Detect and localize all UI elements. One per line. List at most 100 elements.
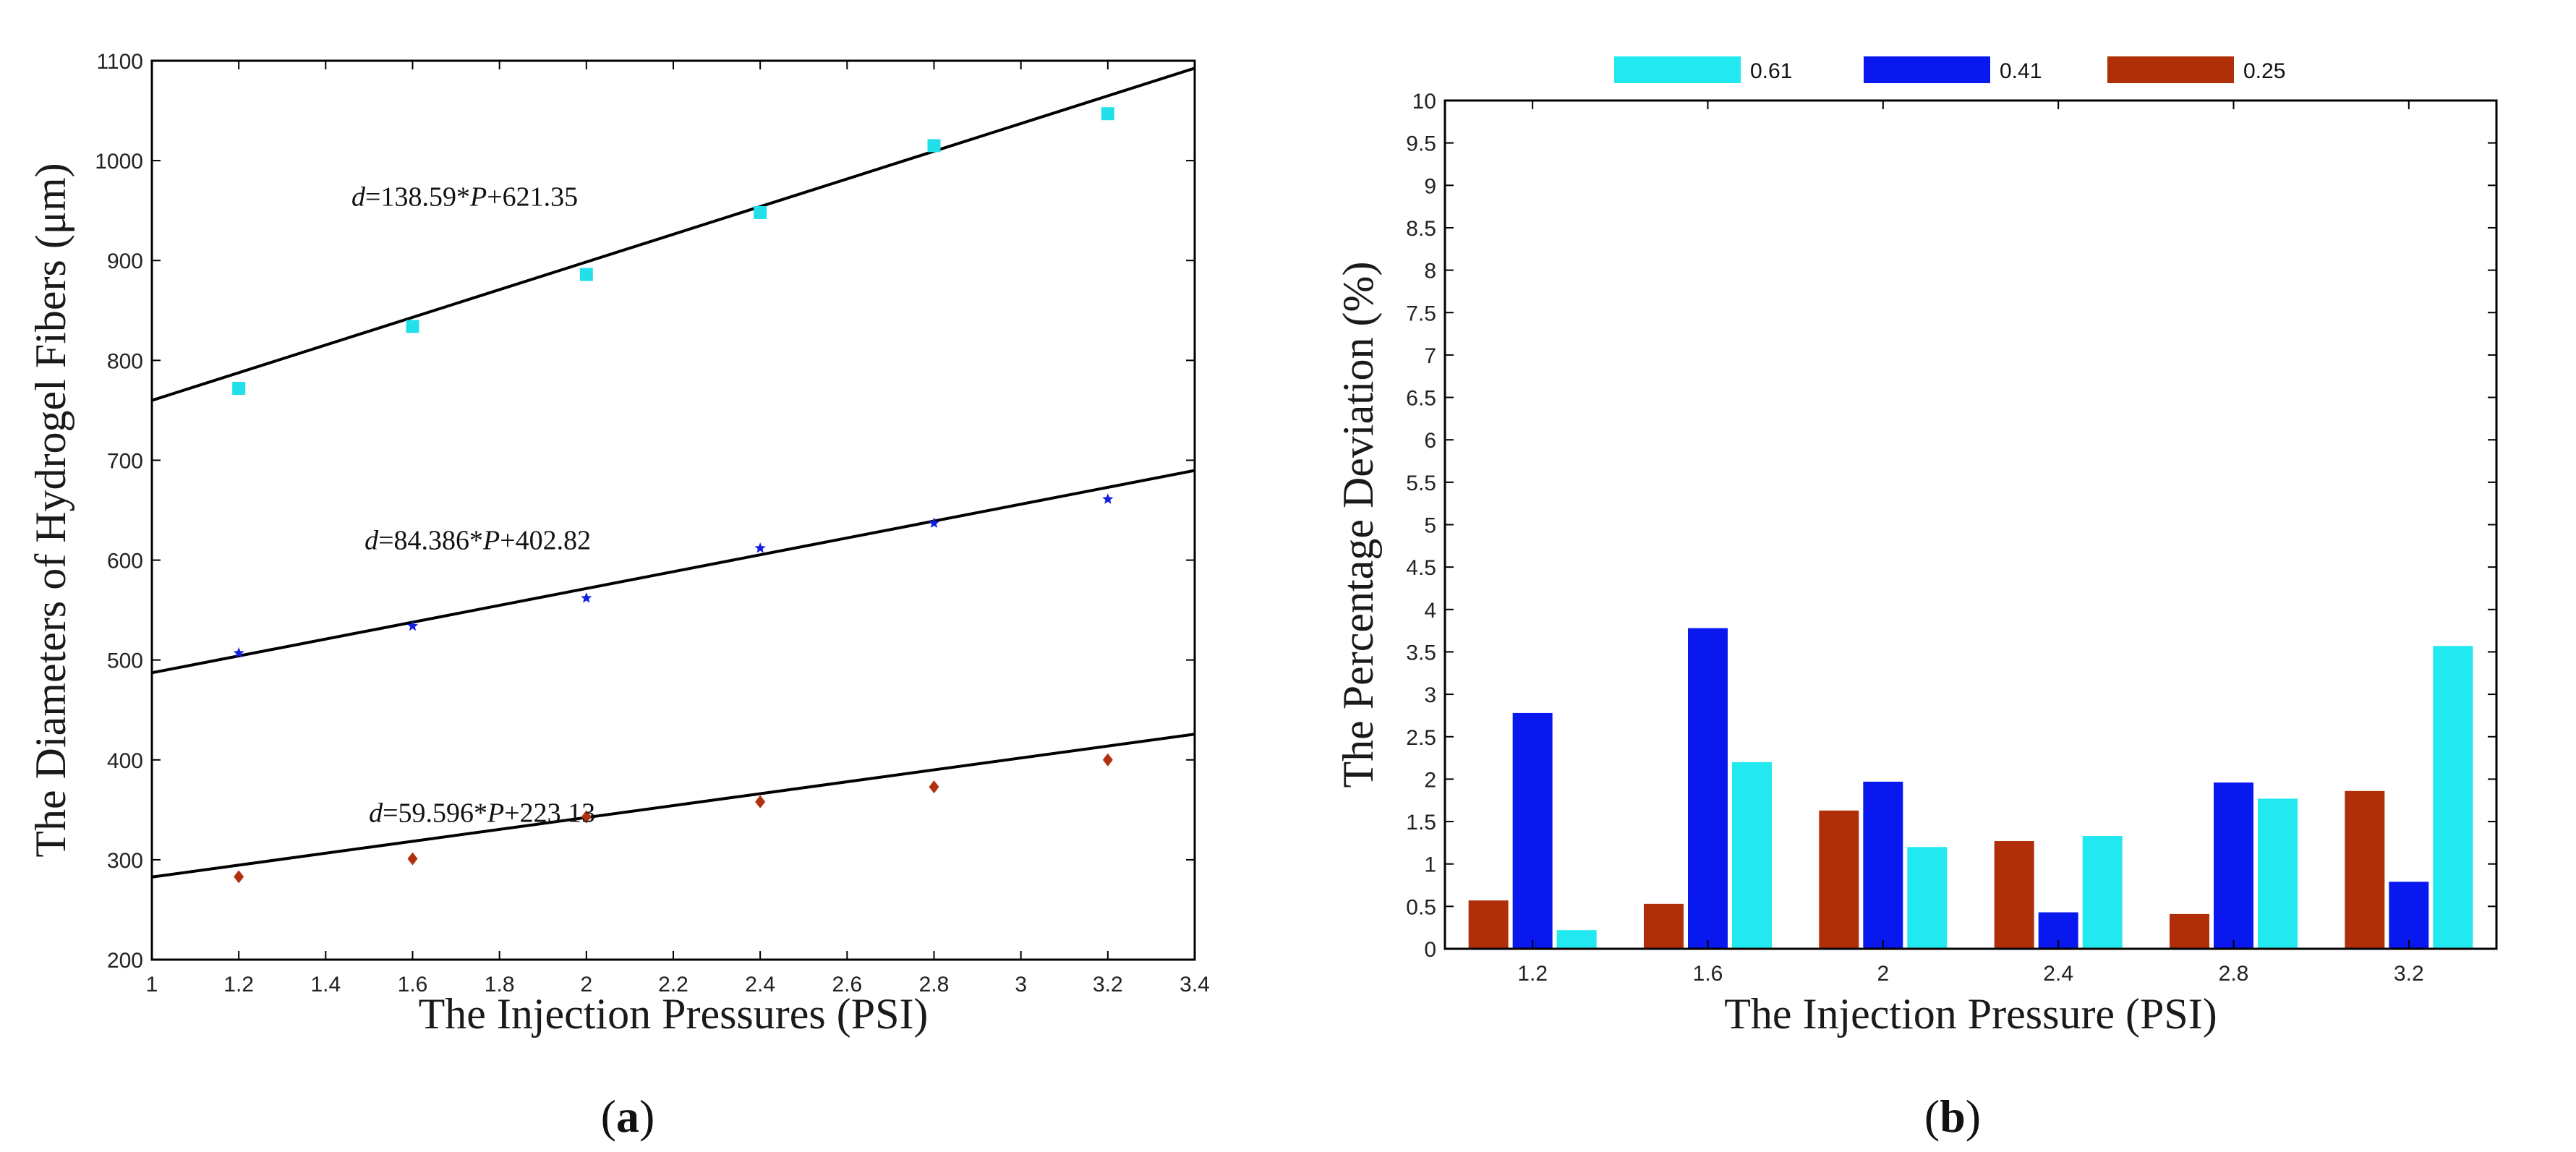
x-tick-label: 1.4 — [310, 973, 341, 997]
panel-a-label: (a) — [601, 1091, 655, 1142]
bar-0.61-1.6 — [1732, 761, 1772, 949]
data-point-0.25 — [929, 780, 939, 794]
panel-b-y-ticks: 0 0.5 1 1.5 2 2.5 3 3.5 4 4.5 5 5.5 6 6.5 7 7.5 8 8.5 9 9.5… — [1406, 90, 2496, 962]
eq-rhs: +223.13 — [504, 798, 595, 828]
panel-a-equations: d=138.59*P+621.35d=84.386*P+402.82d=59.5… — [351, 182, 595, 828]
x-tick-label: 2 — [580, 973, 592, 997]
y-tick-label: 9 — [1424, 174, 1436, 198]
panel-a-data-points — [232, 107, 1114, 884]
bar-0.25-1.6 — [1644, 903, 1684, 949]
y-tick-label: 500 — [107, 649, 143, 673]
y-tick-label: 0 — [1424, 938, 1436, 962]
y-tick-label: 1 — [1424, 853, 1436, 877]
y-tick-label: 3 — [1424, 683, 1436, 707]
x-tick-label: 3.2 — [1093, 973, 1123, 997]
x-tick-label: 2.6 — [832, 973, 862, 997]
y-tick-label: 300 — [107, 849, 143, 873]
eq-lhs: d — [369, 798, 383, 828]
x-tick-label: 3.4 — [1180, 973, 1210, 997]
fit-equation-0.25: d=59.596*P+223.13 — [369, 798, 595, 828]
x-tick-label: 1.2 — [223, 973, 254, 997]
bar-0.41-2 — [1863, 781, 1903, 949]
bar-0.41-1.6 — [1688, 628, 1728, 949]
y-tick-label: 7.5 — [1406, 302, 1436, 325]
fit-line-0.25 — [151, 733, 1195, 879]
panel-a-y-axis-label: The Diameters of Hydrogel Fibers (μm) — [27, 163, 74, 857]
panel-a-scatter-chart: d=138.59*P+621.35d=84.386*P+402.82d=59.5… — [27, 50, 1210, 1142]
x-tick-label: 2.2 — [658, 973, 688, 997]
bar-0.61-1.2 — [1556, 930, 1597, 949]
y-tick-label: 4.5 — [1406, 556, 1436, 580]
y-tick-label: 3.5 — [1406, 641, 1436, 665]
eq-lhs: d — [351, 182, 366, 212]
bar-0.25-2 — [1819, 810, 1859, 949]
bar-0.61-2.8 — [2258, 798, 2298, 949]
x-tick-label: 1.6 — [1693, 962, 1723, 986]
y-tick-label: 6.5 — [1406, 387, 1436, 411]
data-point-0.25 — [407, 852, 418, 866]
legend-label: 0.61 — [1750, 59, 1792, 83]
y-tick-label: 1100 — [96, 50, 143, 74]
bar-0.41-2.8 — [2214, 782, 2253, 949]
data-point-0.61 — [1101, 107, 1114, 121]
legend-swatch-0.61 — [1614, 56, 1741, 83]
x-tick-label: 2.4 — [2043, 962, 2073, 986]
x-tick-label: 3.2 — [2394, 962, 2424, 986]
x-tick-label: 2.8 — [2219, 962, 2249, 986]
panel-b-label: (b) — [1924, 1091, 1981, 1142]
data-point-0.41 — [233, 647, 244, 658]
bar-0.25-1.2 — [1468, 900, 1509, 949]
y-tick-label: 7 — [1424, 344, 1436, 368]
legend-swatch-0.25 — [2107, 56, 2234, 83]
y-tick-label: 1000 — [95, 150, 143, 174]
data-point-0.25 — [755, 795, 766, 808]
y-tick-label: 6 — [1424, 429, 1436, 453]
bar-0.25-2.8 — [2170, 913, 2209, 949]
eq-mid: =59.596* — [383, 798, 487, 828]
y-tick-label: 4 — [1424, 599, 1436, 623]
data-point-0.25 — [581, 810, 592, 824]
eq-mid: =138.59* — [365, 182, 470, 212]
panel-b-letter: b — [1940, 1091, 1966, 1142]
bar-0.61-2 — [1907, 847, 1948, 949]
y-tick-label: 9.5 — [1406, 132, 1436, 156]
panel-b-legend: 0.61 0.41 0.25 — [1614, 56, 2285, 83]
y-tick-label: 800 — [107, 349, 143, 373]
x-tick-label: 1.8 — [485, 973, 515, 997]
eq-var: P — [487, 798, 504, 828]
data-point-0.25 — [1102, 753, 1113, 767]
panel-a-x-ticks: 1 1.2 1.4 1.6 1.8 2 2.2 2.4 2.6 2.8 3 3.2 3.4 — [146, 61, 1210, 997]
x-tick-label: 1.6 — [398, 973, 428, 997]
legend-label: 0.25 — [2243, 59, 2285, 83]
bar-0.41-3.2 — [2389, 882, 2429, 949]
data-point-0.61 — [232, 382, 246, 396]
fit-equation-0.61: d=138.59*P+621.35 — [351, 182, 578, 212]
bar-0.61-3.2 — [2433, 646, 2473, 949]
panel-a-y-ticks: 200 300 400 500 600 700 800 900 1000 1100 — [95, 50, 1195, 973]
x-tick-label: 2.8 — [919, 973, 950, 997]
legend-swatch-0.41 — [1864, 56, 1990, 83]
panel-b-x-axis-label: The Injection Pressure (PSI) — [1724, 990, 2217, 1038]
data-point-0.61 — [927, 139, 941, 153]
y-tick-label: 8 — [1424, 260, 1436, 283]
eq-lhs: d — [364, 525, 379, 555]
y-tick-label: 400 — [107, 749, 143, 773]
y-tick-label: 900 — [107, 249, 143, 273]
eq-var: P — [482, 525, 500, 555]
data-point-0.41 — [406, 620, 419, 631]
bar-0.25-3.2 — [2345, 790, 2385, 949]
fit-equation-0.41: d=84.386*P+402.82 — [364, 525, 591, 555]
data-point-0.41 — [1102, 493, 1114, 504]
legend-label: 0.41 — [2000, 59, 2042, 83]
eq-mid: =84.386* — [378, 525, 483, 555]
panel-b-y-axis-label: The Percentage Deviation (%) — [1334, 262, 1382, 788]
data-point-0.41 — [754, 542, 766, 553]
fit-line-0.61 — [151, 67, 1195, 402]
y-tick-label: 2 — [1424, 768, 1436, 792]
x-tick-label: 2 — [1877, 962, 1889, 986]
data-point-0.61 — [754, 205, 767, 219]
y-tick-label: 8.5 — [1406, 217, 1436, 241]
y-tick-label: 1.5 — [1406, 811, 1436, 835]
panel-a-letter: a — [616, 1091, 639, 1142]
panel-a-x-axis-label: The Injection Pressures (PSI) — [419, 990, 929, 1038]
